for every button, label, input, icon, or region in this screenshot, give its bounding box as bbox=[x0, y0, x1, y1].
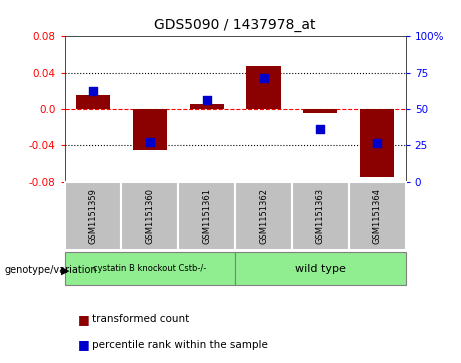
Text: ▶: ▶ bbox=[61, 265, 69, 276]
Text: GSM1151364: GSM1151364 bbox=[373, 188, 382, 244]
Text: wild type: wild type bbox=[295, 264, 346, 274]
FancyBboxPatch shape bbox=[65, 182, 121, 250]
Bar bbox=[133, 109, 167, 150]
FancyBboxPatch shape bbox=[121, 182, 178, 250]
Bar bbox=[303, 109, 337, 113]
Title: GDS5090 / 1437978_at: GDS5090 / 1437978_at bbox=[154, 19, 316, 33]
FancyBboxPatch shape bbox=[292, 182, 349, 250]
FancyBboxPatch shape bbox=[178, 182, 235, 250]
FancyBboxPatch shape bbox=[65, 252, 235, 285]
Text: cystatin B knockout Cstb-/-: cystatin B knockout Cstb-/- bbox=[93, 264, 207, 273]
Text: transformed count: transformed count bbox=[92, 314, 189, 325]
Text: ■: ■ bbox=[78, 338, 90, 351]
Text: genotype/variation: genotype/variation bbox=[5, 265, 97, 276]
Text: GSM1151362: GSM1151362 bbox=[259, 188, 268, 244]
FancyBboxPatch shape bbox=[235, 182, 292, 250]
Text: GSM1151363: GSM1151363 bbox=[316, 188, 325, 244]
Point bbox=[89, 88, 97, 94]
Text: GSM1151359: GSM1151359 bbox=[89, 188, 97, 244]
Bar bbox=[189, 105, 224, 109]
Text: percentile rank within the sample: percentile rank within the sample bbox=[92, 340, 268, 350]
Bar bbox=[76, 95, 110, 109]
Bar bbox=[360, 109, 394, 177]
FancyBboxPatch shape bbox=[235, 252, 406, 285]
Text: GSM1151360: GSM1151360 bbox=[145, 188, 154, 244]
Point bbox=[260, 75, 267, 81]
Text: GSM1151361: GSM1151361 bbox=[202, 188, 211, 244]
Point bbox=[317, 126, 324, 132]
Bar bbox=[247, 66, 281, 109]
FancyBboxPatch shape bbox=[349, 182, 406, 250]
Point bbox=[146, 139, 154, 145]
Point bbox=[203, 97, 210, 103]
Text: ■: ■ bbox=[78, 313, 90, 326]
Point bbox=[373, 140, 381, 146]
